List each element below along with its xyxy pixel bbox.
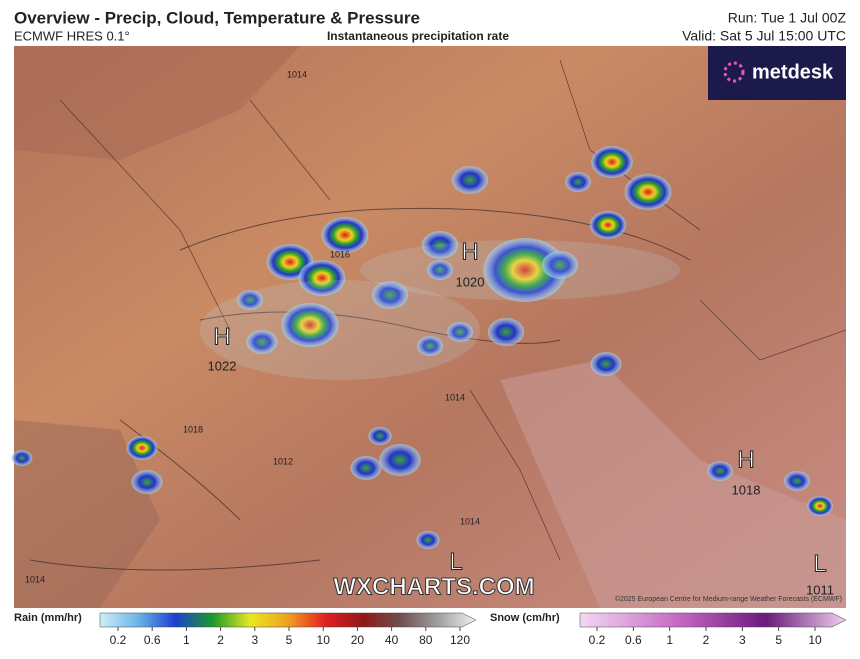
model: ECMWF HRES 0.1° (14, 28, 130, 43)
rain-label: Rain (mm/hr) (14, 612, 82, 624)
pressure-center-value: 1011 (806, 582, 834, 597)
precip-cell (590, 352, 622, 376)
precip-cell (321, 217, 369, 253)
rain-tick-label: 80 (419, 633, 433, 647)
precip-cell (371, 281, 409, 309)
rain-tick-label: 5 (286, 633, 293, 647)
logo-bg (708, 46, 846, 100)
rain-tick-label: 3 (251, 633, 258, 647)
precip-cell (126, 436, 158, 460)
isobar-label: 1014 (287, 69, 307, 79)
isobar-label: 1014 (445, 392, 465, 402)
precip-cell (417, 336, 443, 356)
header-bg (0, 0, 860, 46)
precip-cell (246, 330, 278, 354)
snow-tick-label: 5 (775, 633, 782, 647)
snow-tick-label: 10 (808, 633, 822, 647)
isobar-label: 1014 (460, 516, 480, 526)
snow-colorbar (579, 612, 847, 628)
precip-cell (237, 290, 263, 310)
precip-cell (589, 211, 627, 239)
isobar (29, 207, 691, 571)
precip-cell (427, 260, 453, 280)
rain-tick-label: 10 (317, 633, 331, 647)
precip-cell (281, 303, 339, 347)
precip-cell (421, 231, 459, 259)
pressure-center-type: L (449, 548, 462, 575)
precip-cell (483, 238, 567, 302)
precip-cell (451, 166, 489, 194)
sea (500, 360, 846, 608)
pressure-center-type: H (461, 238, 478, 265)
precip-cell (784, 471, 810, 491)
logo: metdesk (752, 61, 834, 83)
snow-tick-label: 2 (703, 633, 710, 647)
watermark: WXCHARTS.COM (333, 573, 534, 600)
subtitle: Instantaneous precipitation rate (327, 29, 509, 43)
legend-ticks: 0.2 0.6 1 2 3 5 10 20 40 80 120 0.2 0.6 1 2 3 5 10 (110, 627, 822, 647)
snow-label: Snow (cm/hr) (490, 612, 560, 624)
pressure-center-value: 1020 (456, 274, 485, 289)
precip-cell (368, 427, 392, 445)
precip-cell (350, 456, 382, 480)
pressure-center-value: 1018 (732, 482, 761, 497)
title: Overview - Precip, Cloud, Temperature & … (14, 8, 420, 27)
precipitation (11, 146, 833, 549)
logo-icon (723, 61, 745, 83)
rain-colorbar (99, 612, 477, 628)
precip-cell (11, 450, 33, 466)
pressure-center-type: L (813, 550, 826, 577)
precip-cell (298, 260, 346, 296)
valid: Valid: Sat 5 Jul 15:00 UTC (682, 28, 846, 44)
rain-tick-label: 0.2 (110, 633, 127, 647)
isobar-label: 1016 (330, 249, 350, 259)
terrain (14, 46, 300, 160)
rain-tick-label: 120 (450, 633, 470, 647)
precip-cell (807, 496, 833, 516)
precip-cell (487, 318, 525, 346)
precip-cell (416, 531, 440, 549)
snow-tick-label: 1 (666, 633, 673, 647)
precip-cell (565, 172, 591, 192)
snow-tick-label: 0.6 (625, 633, 642, 647)
precip-cell (379, 444, 421, 476)
rain-tick-label: 1 (183, 633, 190, 647)
border (59, 59, 847, 561)
isobar-label: 1014 (25, 574, 45, 584)
snow-tick-label: 3 (739, 633, 746, 647)
precip-area (360, 240, 680, 300)
precip-cell (624, 174, 672, 210)
snow-tick-label: 0.2 (589, 633, 606, 647)
isobar-label: 1012 (273, 456, 293, 466)
isobar-label: 1018 (183, 424, 203, 434)
precip-cell (591, 146, 633, 178)
precip-cell (131, 470, 163, 494)
precip-area (200, 280, 480, 380)
labels: H 1020 H 1022 H 1018 L 1011 L 1014 1016 1018 1012 101… (25, 69, 834, 597)
pressure-center-type: H (737, 446, 754, 473)
rain-tick-label: 40 (385, 633, 399, 647)
copyright: ©2025 European Centre for Medium-range W… (615, 595, 842, 603)
terrain (14, 420, 160, 608)
precip-cell (707, 461, 733, 481)
rain-tick-label: 2 (217, 633, 224, 647)
precip-cell (447, 322, 473, 342)
run: Run: Tue 1 Jul 00Z (728, 10, 847, 26)
rain-tick-label: 0.6 (144, 633, 161, 647)
precip-cell (541, 251, 579, 279)
pressure-center-type: H (213, 323, 230, 350)
rain-tick-label: 20 (351, 633, 365, 647)
pressure-center-value: 1022 (208, 358, 237, 373)
